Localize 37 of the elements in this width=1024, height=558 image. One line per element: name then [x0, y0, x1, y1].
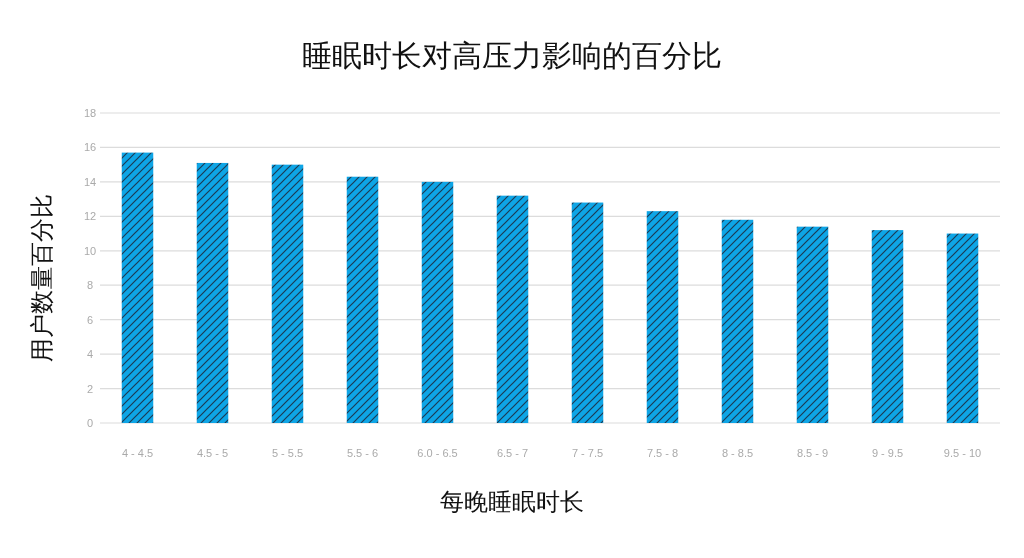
y-tick-label: 10 [83, 244, 97, 257]
x-tick-label: 4 - 4.5 [121, 447, 154, 459]
y-tick-label: 0 [86, 417, 94, 429]
y-tick-label: 18 [83, 107, 97, 119]
x-axis-title: 每晚睡眠时长 [440, 488, 584, 515]
bar [796, 226, 829, 423]
x-tick-label: 7 - 7.5 [571, 447, 604, 459]
y-tick-label: 2 [86, 382, 94, 395]
bar [421, 181, 454, 423]
x-tick-label: 6.5 - 7 [496, 447, 529, 459]
bar [571, 202, 604, 423]
x-tick-label: 6.0 - 6.5 [417, 447, 458, 459]
bar [346, 176, 379, 423]
y-tick-label: 6 [86, 313, 94, 326]
y-tick-label: 14 [83, 175, 97, 188]
x-tick-label: 9 - 9.5 [871, 447, 904, 459]
x-tick-label: 7.5 - 8 [646, 447, 679, 459]
x-tick-label: 8.5 - 9 [796, 447, 829, 459]
bar [721, 219, 754, 423]
x-tick-label: 8 - 8.5 [721, 447, 754, 459]
y-tick-label: 12 [83, 210, 97, 223]
bar [271, 164, 304, 423]
bar [121, 152, 154, 423]
bar [871, 230, 904, 423]
x-tick-label: 4.5 - 5 [196, 447, 229, 459]
x-tick-label: 9.5 - 10 [943, 447, 982, 459]
y-axis-title: 用户数量百分比 [28, 194, 55, 362]
bar [646, 211, 679, 423]
bar [946, 233, 979, 423]
bar [196, 162, 229, 423]
chart-title: 睡眠时长对高压力影响的百分比 [302, 39, 722, 72]
x-tick-label: 5 - 5.5 [271, 447, 304, 459]
y-tick-label: 16 [83, 141, 97, 154]
bar [496, 195, 529, 423]
x-tick-label: 5.5 - 6 [346, 447, 379, 459]
y-tick-label: 4 [86, 348, 94, 361]
y-tick-label: 8 [86, 279, 94, 292]
